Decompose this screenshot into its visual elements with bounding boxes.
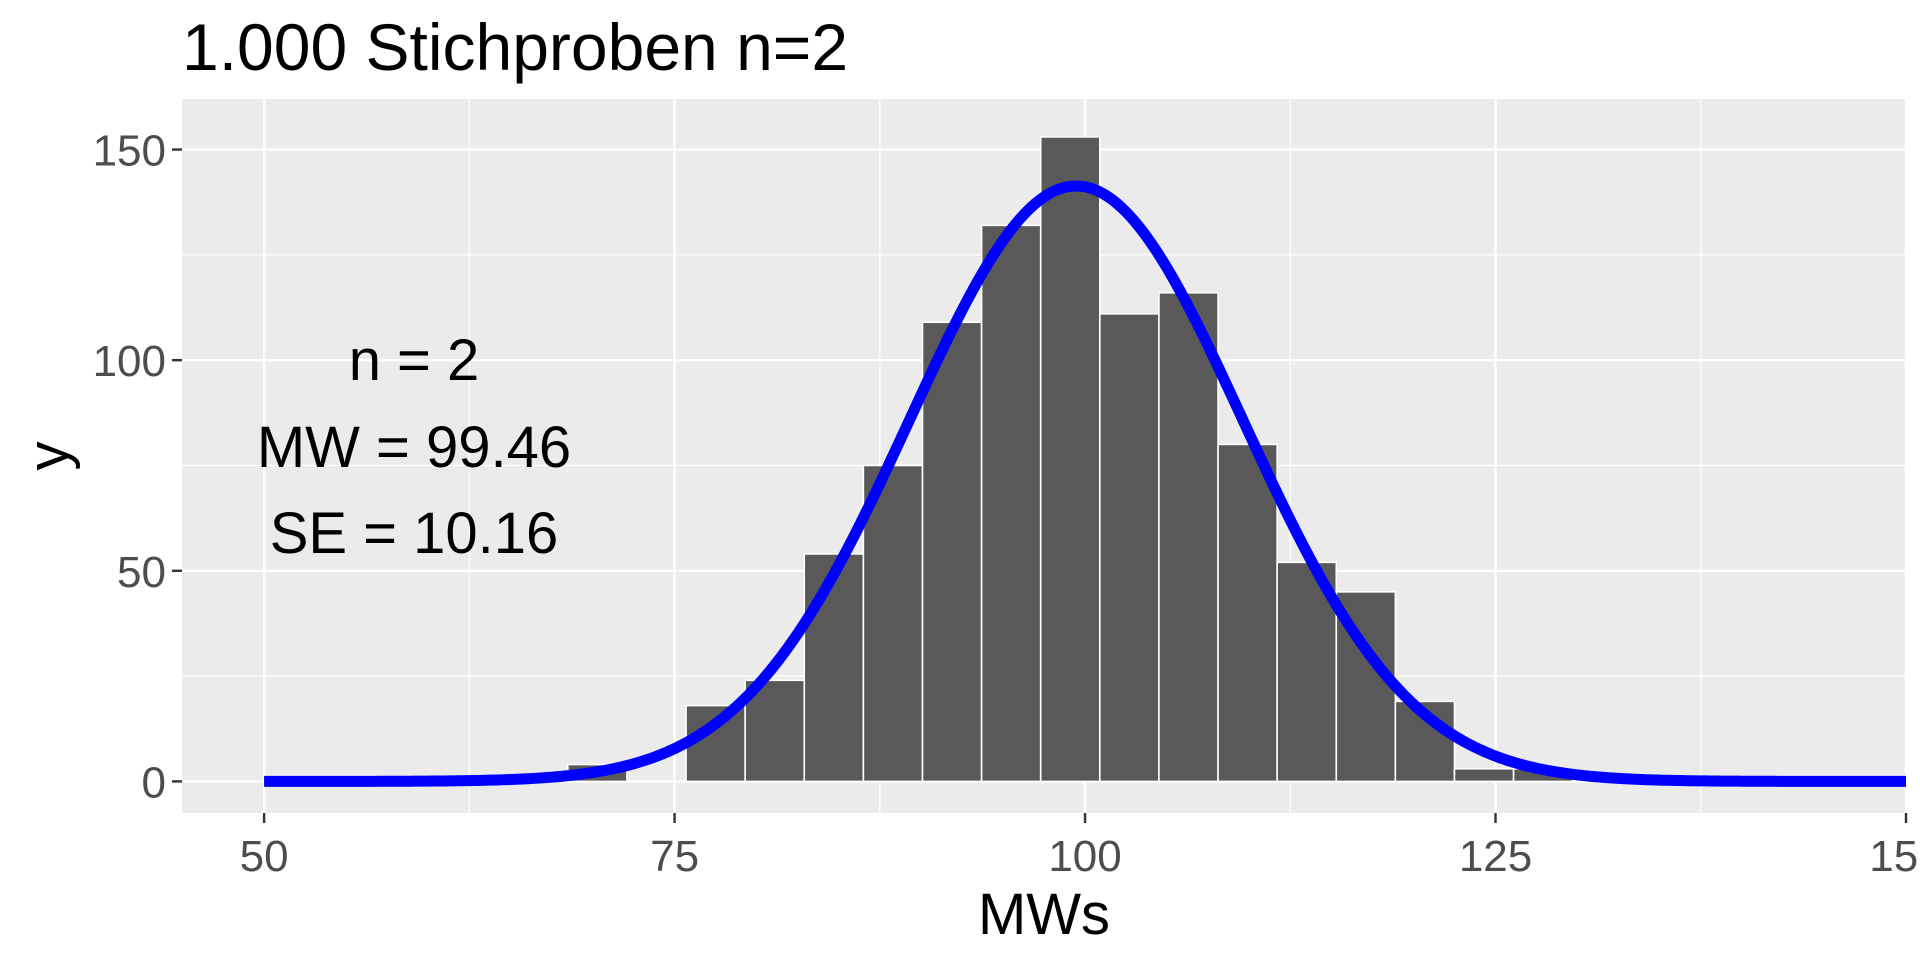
histogram-bar-15 xyxy=(1453,767,1515,783)
annotation-n: n = 2 xyxy=(349,328,480,393)
x-axis-ticks: 50 75 100 125 150 xyxy=(240,813,1920,881)
x-tick-label: 75 xyxy=(650,832,699,881)
y-axis-title: y xyxy=(16,442,81,471)
y-tick-label: 100 xyxy=(93,337,166,386)
y-tick-label: 150 xyxy=(93,127,166,176)
chart-title: 1.000 Stichproben n=2 xyxy=(182,10,848,84)
histogram-bar-11 xyxy=(1217,443,1278,783)
annotation-mean: MW = 99.46 xyxy=(257,415,571,480)
histogram-bar-10 xyxy=(1158,291,1219,783)
histogram-bars xyxy=(567,136,1574,783)
histogram-bar-6 xyxy=(921,321,983,783)
annotation-se: SE = 10.16 xyxy=(270,501,559,566)
y-tick-label: 0 xyxy=(142,758,166,807)
y-axis-ticks: 0 50 100 150 xyxy=(93,127,182,807)
x-tick-label: 100 xyxy=(1048,832,1121,881)
histogram-bar-5 xyxy=(862,464,924,783)
y-tick-label: 50 xyxy=(117,548,166,597)
histogram-bar-8 xyxy=(1039,136,1101,783)
x-axis-title: MWs xyxy=(978,882,1110,947)
normal-curve-line xyxy=(262,180,1908,787)
histogram-bar-9 xyxy=(1099,313,1160,783)
histogram-bar-7 xyxy=(980,224,1042,783)
x-tick-label: 150 xyxy=(1869,832,1920,881)
x-tick-label: 125 xyxy=(1459,832,1532,881)
x-tick-label: 50 xyxy=(240,832,289,881)
histogram-bar-4 xyxy=(803,553,865,783)
histogram-bar-3 xyxy=(744,679,806,783)
